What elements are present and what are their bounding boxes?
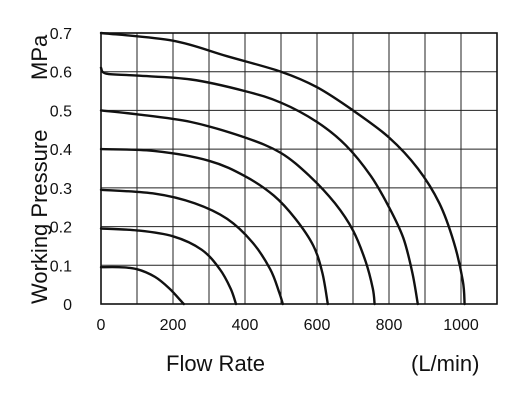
x-tick-label: 200 — [160, 317, 187, 334]
chart-series — [99, 31, 466, 306]
plot-frame — [100, 32, 498, 305]
y-tick-label: 0.3 — [50, 181, 72, 198]
y-tick-label: 0.6 — [50, 65, 72, 82]
x-tick-label: 1000 — [443, 317, 479, 334]
y-axis-unit: MPa — [27, 34, 52, 80]
x-tick-label: 600 — [304, 317, 331, 334]
y-tick-label: 0.7 — [50, 26, 72, 43]
y-axis-label: Working Pressure — [27, 130, 52, 304]
flow-curve-4 — [99, 147, 329, 306]
x-tick-label: 800 — [376, 317, 403, 334]
y-tick-labels: 0 0.1 0.2 0.3 0.4 0.5 0.6 0.7 — [50, 26, 72, 314]
y-tick-label: 0.5 — [50, 103, 72, 120]
x-axis-label: Flow Rate — [166, 351, 265, 376]
x-axis-unit: (L/min) — [411, 351, 479, 376]
flow-curve-7 — [99, 31, 466, 306]
flow-curve-3 — [99, 188, 284, 306]
x-tick-labels: 0 200 400 600 800 1000 — [97, 317, 479, 334]
flow-curve-1 — [99, 265, 185, 306]
flow-curve-2 — [99, 227, 238, 306]
y-tick-label: 0.4 — [50, 142, 72, 159]
x-tick-label: 400 — [232, 317, 259, 334]
flow-curve-6 — [99, 66, 419, 306]
y-tick-label: 0.2 — [50, 220, 72, 237]
y-tick-label: 0.1 — [50, 258, 72, 275]
x-tick-label: 0 — [97, 317, 106, 334]
flow-curve-5 — [99, 109, 376, 306]
y-tick-label: 0 — [63, 297, 72, 314]
